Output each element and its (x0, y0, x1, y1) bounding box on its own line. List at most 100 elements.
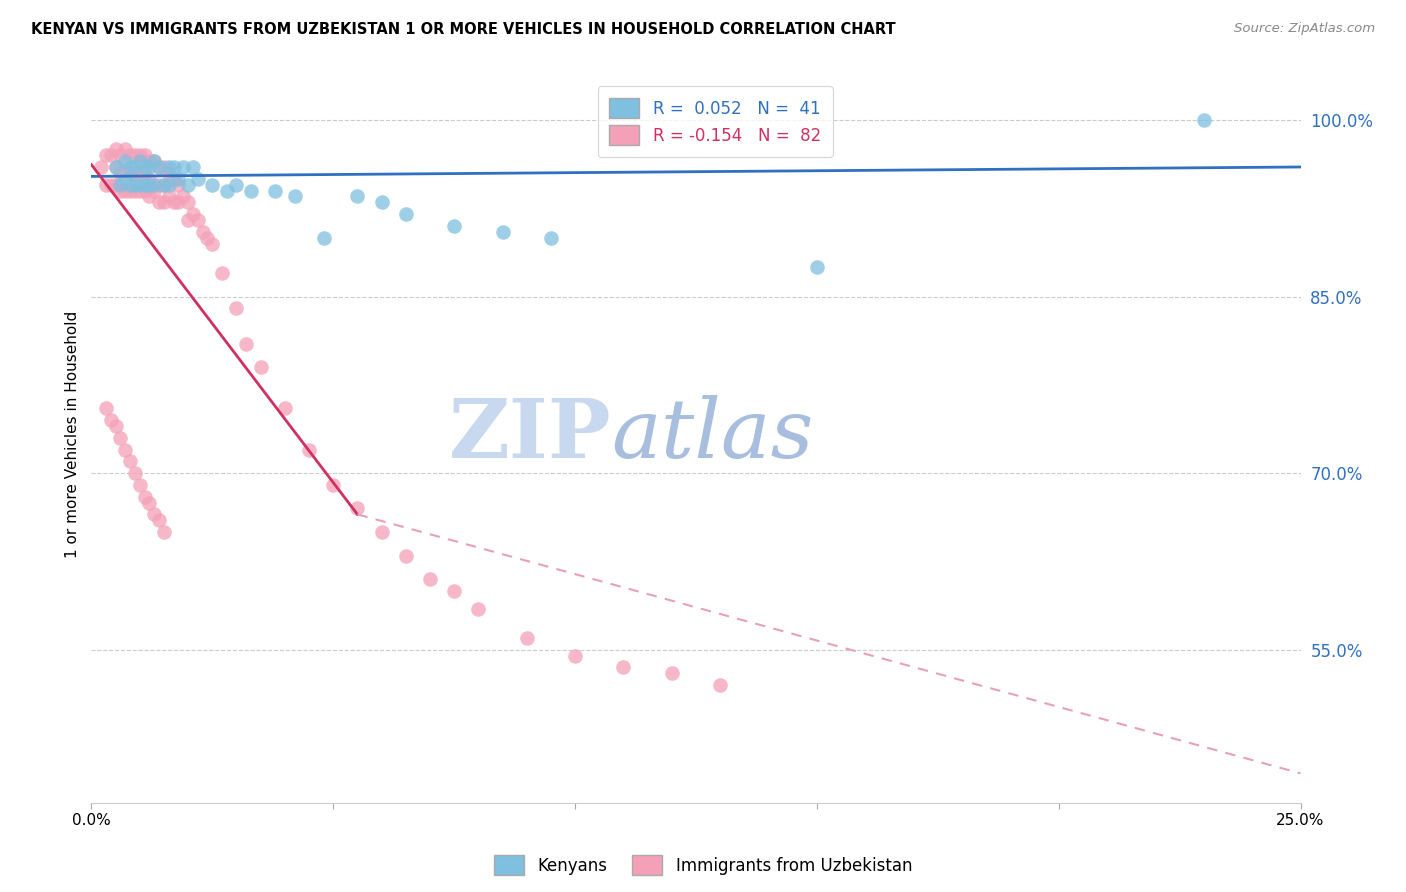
Point (153, 178, 176, 192)
Point (167, 171, 190, 186)
Point (235, 336, 257, 351)
Point (419, 572, 441, 586)
Point (370, 195, 392, 210)
Point (346, 189, 368, 203)
Point (120, 178, 142, 192)
Point (215, 184, 238, 198)
Point (157, 189, 180, 203)
Point (283, 189, 305, 203)
Point (110, 431, 132, 445)
Point (157, 160, 180, 174)
Point (806, 260, 828, 274)
Point (110, 166, 132, 180)
Point (128, 166, 150, 180)
Point (94, 148, 117, 162)
Point (157, 166, 180, 180)
Point (138, 154, 160, 169)
Point (167, 195, 190, 210)
Point (114, 154, 136, 169)
Point (153, 524, 176, 539)
Point (172, 160, 194, 174)
Point (162, 195, 184, 210)
Point (134, 184, 156, 198)
Point (491, 225, 513, 239)
Point (128, 478, 150, 492)
Point (661, 666, 683, 681)
Point (153, 178, 176, 192)
Point (172, 189, 194, 203)
Point (274, 401, 297, 416)
Point (709, 678, 731, 692)
Point (134, 490, 156, 504)
Point (110, 148, 132, 162)
Point (134, 160, 156, 174)
Point (157, 178, 180, 192)
Point (1192, 112, 1215, 127)
Point (120, 166, 142, 180)
Point (312, 230, 335, 244)
Point (120, 184, 142, 198)
Point (114, 171, 136, 186)
Point (148, 195, 170, 210)
Point (370, 524, 392, 539)
Point (114, 162, 136, 177)
Point (443, 219, 465, 233)
Point (225, 178, 247, 192)
Point (177, 195, 200, 210)
Point (110, 184, 132, 198)
Point (143, 508, 166, 522)
Point (148, 178, 170, 192)
Text: KENYAN VS IMMIGRANTS FROM UZBEKISTAN 1 OR MORE VEHICLES IN HOUSEHOLD CORRELATION: KENYAN VS IMMIGRANTS FROM UZBEKISTAN 1 O… (31, 22, 896, 37)
Point (167, 178, 190, 192)
Point (181, 160, 204, 174)
Point (110, 178, 132, 192)
Point (134, 166, 156, 180)
Point (197, 230, 219, 244)
Point (162, 160, 184, 174)
Point (114, 442, 136, 457)
Point (148, 160, 170, 174)
Point (201, 236, 224, 251)
Point (128, 178, 150, 192)
Point (148, 160, 170, 174)
Point (143, 184, 166, 198)
Point (564, 648, 586, 663)
Point (177, 213, 200, 227)
Point (114, 142, 136, 156)
Point (143, 154, 166, 169)
Point (100, 413, 122, 427)
Text: atlas: atlas (612, 395, 814, 475)
Text: Source: ZipAtlas.com: Source: ZipAtlas.com (1234, 22, 1375, 36)
Point (124, 178, 146, 192)
Point (120, 160, 142, 174)
Point (143, 178, 166, 192)
Point (187, 171, 209, 186)
Point (395, 207, 418, 221)
Point (134, 178, 156, 192)
Point (128, 184, 150, 198)
Point (90, 160, 112, 174)
Point (128, 148, 150, 162)
Point (138, 171, 160, 186)
Point (124, 184, 146, 198)
Point (264, 184, 287, 198)
Point (516, 631, 538, 645)
Point (104, 178, 127, 192)
Point (148, 513, 170, 527)
Point (249, 360, 271, 375)
Point (612, 660, 634, 674)
Legend: R =  0.052   N =  41, R = -0.154   N =  82: R = 0.052 N = 41, R = -0.154 N = 82 (598, 87, 832, 157)
Point (322, 478, 344, 492)
Point (211, 266, 233, 280)
Point (124, 466, 146, 480)
Point (201, 178, 224, 192)
Point (191, 225, 214, 239)
Point (138, 178, 160, 192)
Point (467, 601, 489, 615)
Point (298, 442, 321, 457)
Point (120, 148, 142, 162)
Point (138, 189, 160, 203)
Point (128, 154, 150, 169)
Point (114, 184, 136, 198)
Point (104, 142, 127, 156)
